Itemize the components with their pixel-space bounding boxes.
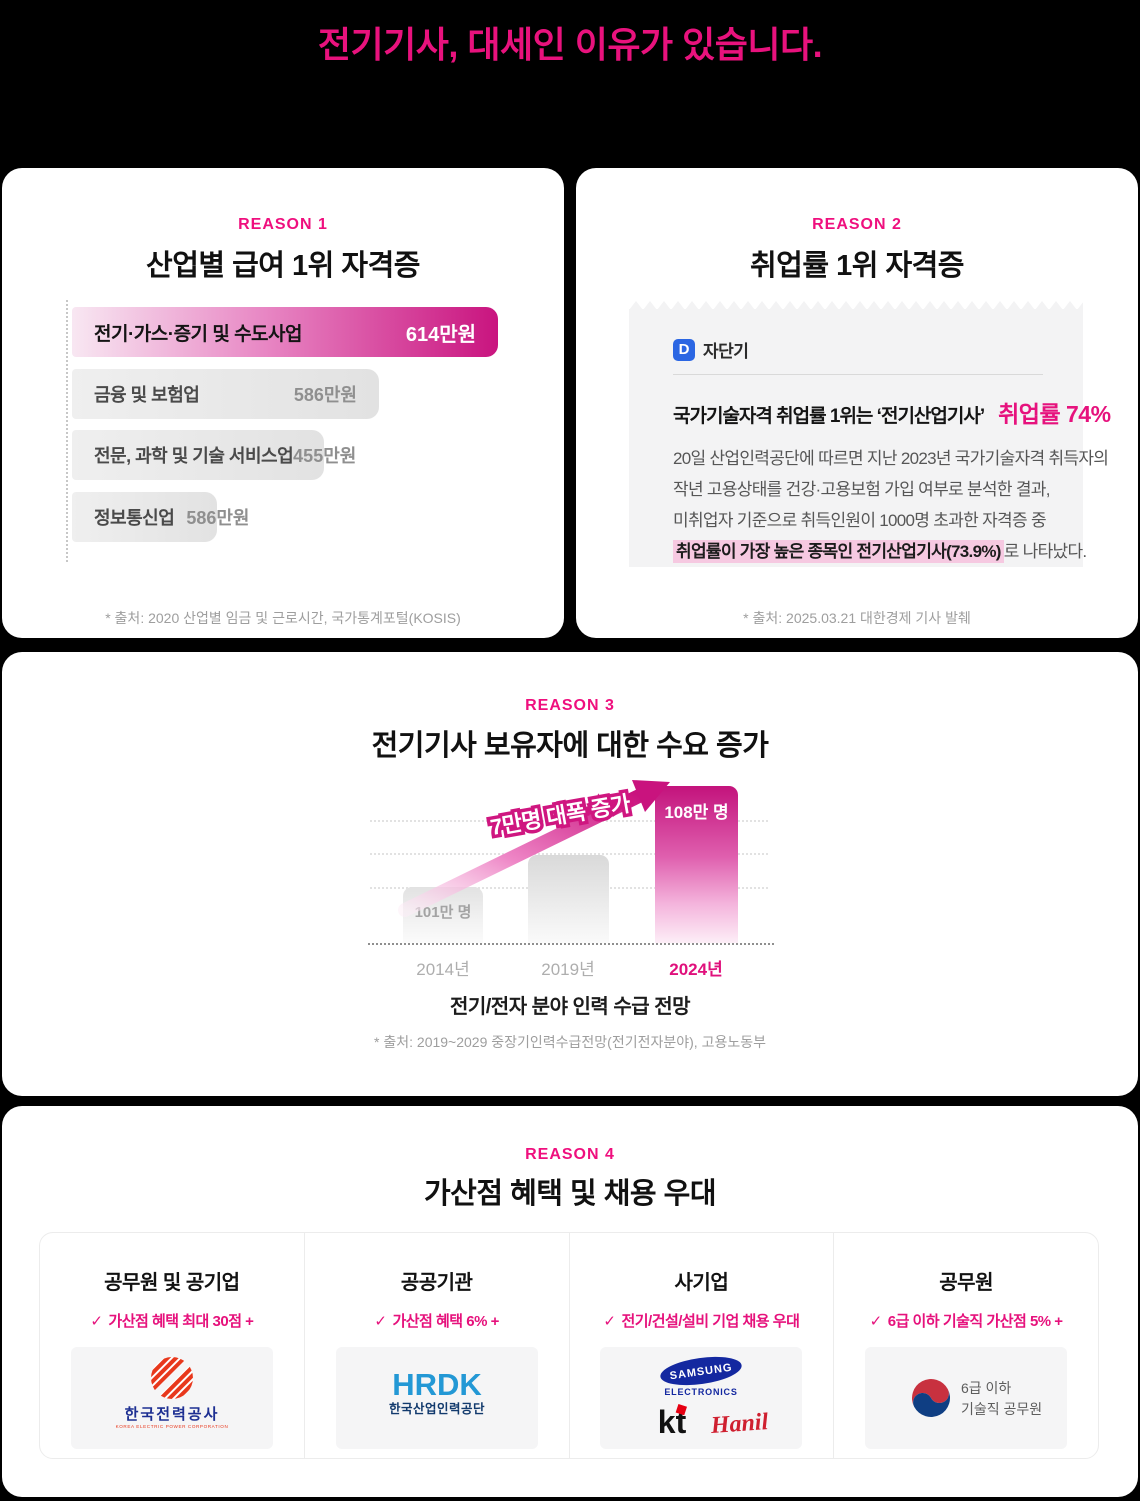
check-icon: ✓ [603,1313,616,1330]
benefit-text: 가산점 혜택 최대 30점 + [108,1313,254,1330]
salary-bar-value: 586만원 [186,508,250,528]
check-icon: ✓ [374,1313,387,1330]
company-logos-box: SAMSUNG ELECTRONICS kt Hanil [600,1347,803,1449]
salary-bar-electric: 전기·가스·증기 및 수도사업 614만원 [72,307,498,357]
benefit-line: ✓ 6급 이하 기술직 가산점 5% + [834,1310,1098,1331]
reason1-label: REASON 1 [238,216,328,233]
demand-bar-value: 101만 명 [414,904,472,921]
gridline [370,820,768,822]
reason1-title: 산업별 급여 1위 자격증 [146,250,420,282]
news-brand-name: 자단기 [703,342,749,361]
news-body-line: 작년 고용상태를 건강·고용보험 가입 여부로 분석한 결과, [673,480,1050,499]
x-tick-2014: 2014년 [416,960,470,979]
salary-bar-value: 455만원 [293,446,357,466]
demand-bar-2019 [528,855,609,943]
benefit-text: 6급 이하 기술직 가산점 5% + [887,1313,1063,1330]
reason2-title: 취업률 1위 자격증 [749,250,965,282]
salary-bar-label: 전기·가스·증기 및 수도사업 [94,323,303,345]
demand-bar-2024: 108만 명 [655,786,738,943]
reason2-card: REASON 2 취업률 1위 자격증 D 자단기 국가기술자격 취업률 1위는… [576,168,1138,638]
news-brand: D 자단기 [673,337,1043,362]
page-title: 전기기사, 대세인 이유가 있습니다. [317,24,823,65]
benefit-grid: 공무원 및 공기업 ✓ 가산점 혜택 최대 30점 + 한국전력공사 KOREA … [39,1232,1099,1459]
reason4-label: REASON 4 [525,1146,615,1163]
salary-bar-science: 전문, 과학 및 기술 서비스업 455만원 [72,430,356,480]
reason3-caption: 전기/전자 분야 인력 수급 전망 [449,996,691,1018]
x-tick-2024: 2024년 [669,960,723,979]
salary-bar-value: 586만원 [293,385,357,405]
receipt-divider [673,374,1043,375]
reason3-label: REASON 3 [525,697,615,714]
benefit-text: 전기/건설/설비 기업 채용 우대 [621,1313,800,1330]
receipt-zigzag-edge [629,301,1083,310]
news-receipt: D 자단기 국가기술자격 취업률 1위는 ‘전기산업기사’ 취업률 74% 20… [629,301,1111,567]
growth-arrow-icon [398,780,670,917]
check-icon: ✓ [869,1313,883,1330]
samsung-electronics-text: ELECTRONICS [665,1387,738,1397]
news-body-line: 20일 산업인력공단에 따르면 지난 2023년 국가기술자격 취득자의 [673,449,1109,468]
salary-bar-label: 전문, 과학 및 기술 서비스업 [94,446,294,466]
check-icon: ✓ [90,1313,103,1330]
salary-bar-label: 정보통신업 [94,508,175,528]
kepco-logo-subtext: KOREA ELECTRIC POWER CORPORATION [115,1424,228,1429]
government-logo: 6급 이하 기술직 공무원 [912,1379,1042,1417]
salary-bar-finance: 금융 및 보험업 586만원 [72,369,379,419]
salary-bar-label: 금융 및 보험업 [94,385,200,405]
reason3-title: 전기기사 보유자에 대한 수요 증가 [371,730,769,762]
benefit-text: 가산점 혜택 6% + [392,1313,499,1330]
kepco-logo-box: 한국전력공사 KOREA ELECTRIC POWER CORPORATION [70,1347,273,1449]
gridline [370,853,768,855]
hanil-logo-text: Hanil [709,1409,769,1439]
news-headline: 국가기술자격 취업률 1위는 ‘전기산업기사’ [673,406,985,427]
news-body-line: 취업률이 가장 높은 종목인 전기산업기사(73.9%) 로 나타났다. [673,536,1087,567]
news-body-rest: 로 나타났다. [1003,542,1087,561]
benefit-heading: 공공기관 [400,1272,473,1294]
news-body-line: 미취업자 기준으로 취득인원이 1000명 초과한 자격증 중 [673,511,1047,530]
news-headline-highlight: 취업률 74% [998,401,1111,427]
government-logo-box: 6급 이하 기술직 공무원 [865,1347,1068,1449]
reason2-label: REASON 2 [812,216,902,233]
benefit-col-public-institution: 공공기관 ✓ 가산점 혜택 6% + HRDK 한국산업인력공단 [305,1233,570,1458]
taegeuk-icon [912,1379,951,1417]
benefit-line: ✓ 가산점 혜택 6% + [305,1310,569,1331]
reason4-card: REASON 4 가산점 혜택 및 채용 우대 공무원 및 공기업 ✓ 가산점 혜… [2,1106,1138,1497]
gov-text-line1: 6급 이하 [961,1380,1011,1396]
reason4-title: 가산점 혜택 및 채용 우대 [423,1178,717,1210]
benefit-heading: 공무원 및 공기업 [104,1272,240,1294]
hrdk-logo-box: HRDK 한국산업인력공단 [335,1347,538,1449]
gov-text-line2: 기술직 공무원 [961,1401,1042,1417]
benefit-col-public-servant-corp: 공무원 및 공기업 ✓ 가산점 혜택 최대 30점 + 한국전력공사 KOREA … [40,1233,305,1458]
reason3-card: REASON 3 전기기사 보유자에 대한 수요 증가 101만 명 108만 … [2,652,1138,1096]
hrdk-logo-text: HRDK [392,1367,482,1402]
news-highlighted-text: 취업률이 가장 높은 종목인 전기산업기사(73.9%) [673,540,1004,563]
kepco-logo-text: 한국전력공사 [124,1405,219,1423]
news-body: 20일 산업인력공단에 따르면 지난 2023년 국가기술자격 취득자의 작년 … [673,443,1109,567]
benefit-heading: 공무원 [939,1272,993,1294]
kt-logo-red-mark [676,1403,688,1416]
x-tick-2019: 2019년 [541,960,595,979]
salary-bar-value: 614만원 [405,323,476,346]
benefit-heading: 사기업 [674,1272,729,1294]
benefit-col-civil-servant: 공무원 ✓ 6급 이하 기술직 가산점 5% + 6급 이하 기술직 공무원 [834,1233,1098,1458]
reason2-source: * 출처: 2025.03.21 대한경제 기사 발췌 [743,610,971,626]
chart-baseline [368,943,774,945]
reason1-source: * 출처: 2020 산업별 임금 및 근로시간, 국가통계포털(KOSIS) [105,610,461,626]
reason3-source: * 출처: 2019~2029 중장기인력수급전망(전기전자분야), 고용노동부 [374,1034,766,1050]
hrdk-logo: HRDK 한국산업인력공단 [389,1367,485,1416]
demand-bar-value: 108만 명 [664,803,729,822]
kepco-logo: 한국전력공사 KOREA ELECTRIC POWER CORPORATION [115,1357,228,1429]
salary-bar-it: 정보통신업 586만원 [72,492,249,542]
benefit-line: ✓ 전기/건설/설비 기업 채용 우대 [570,1310,834,1331]
reason1-card: REASON 1 산업별 급여 1위 자격증 전기·가스·증기 및 수도사업 6… [2,168,564,638]
samsung-kt-hanil-logo: SAMSUNG ELECTRONICS kt Hanil [658,1356,770,1440]
salary-chart-axis [66,300,68,562]
benefit-col-private-company: 사기업 ✓ 전기/건설/설비 기업 채용 우대 SAMSUNG ELECTRONI… [570,1233,835,1458]
hrdk-logo-subtext: 한국산업인력공단 [389,1401,485,1416]
jadangi-logo-icon: D [673,338,695,361]
benefit-line: ✓ 가산점 혜택 최대 30점 + [40,1310,304,1331]
